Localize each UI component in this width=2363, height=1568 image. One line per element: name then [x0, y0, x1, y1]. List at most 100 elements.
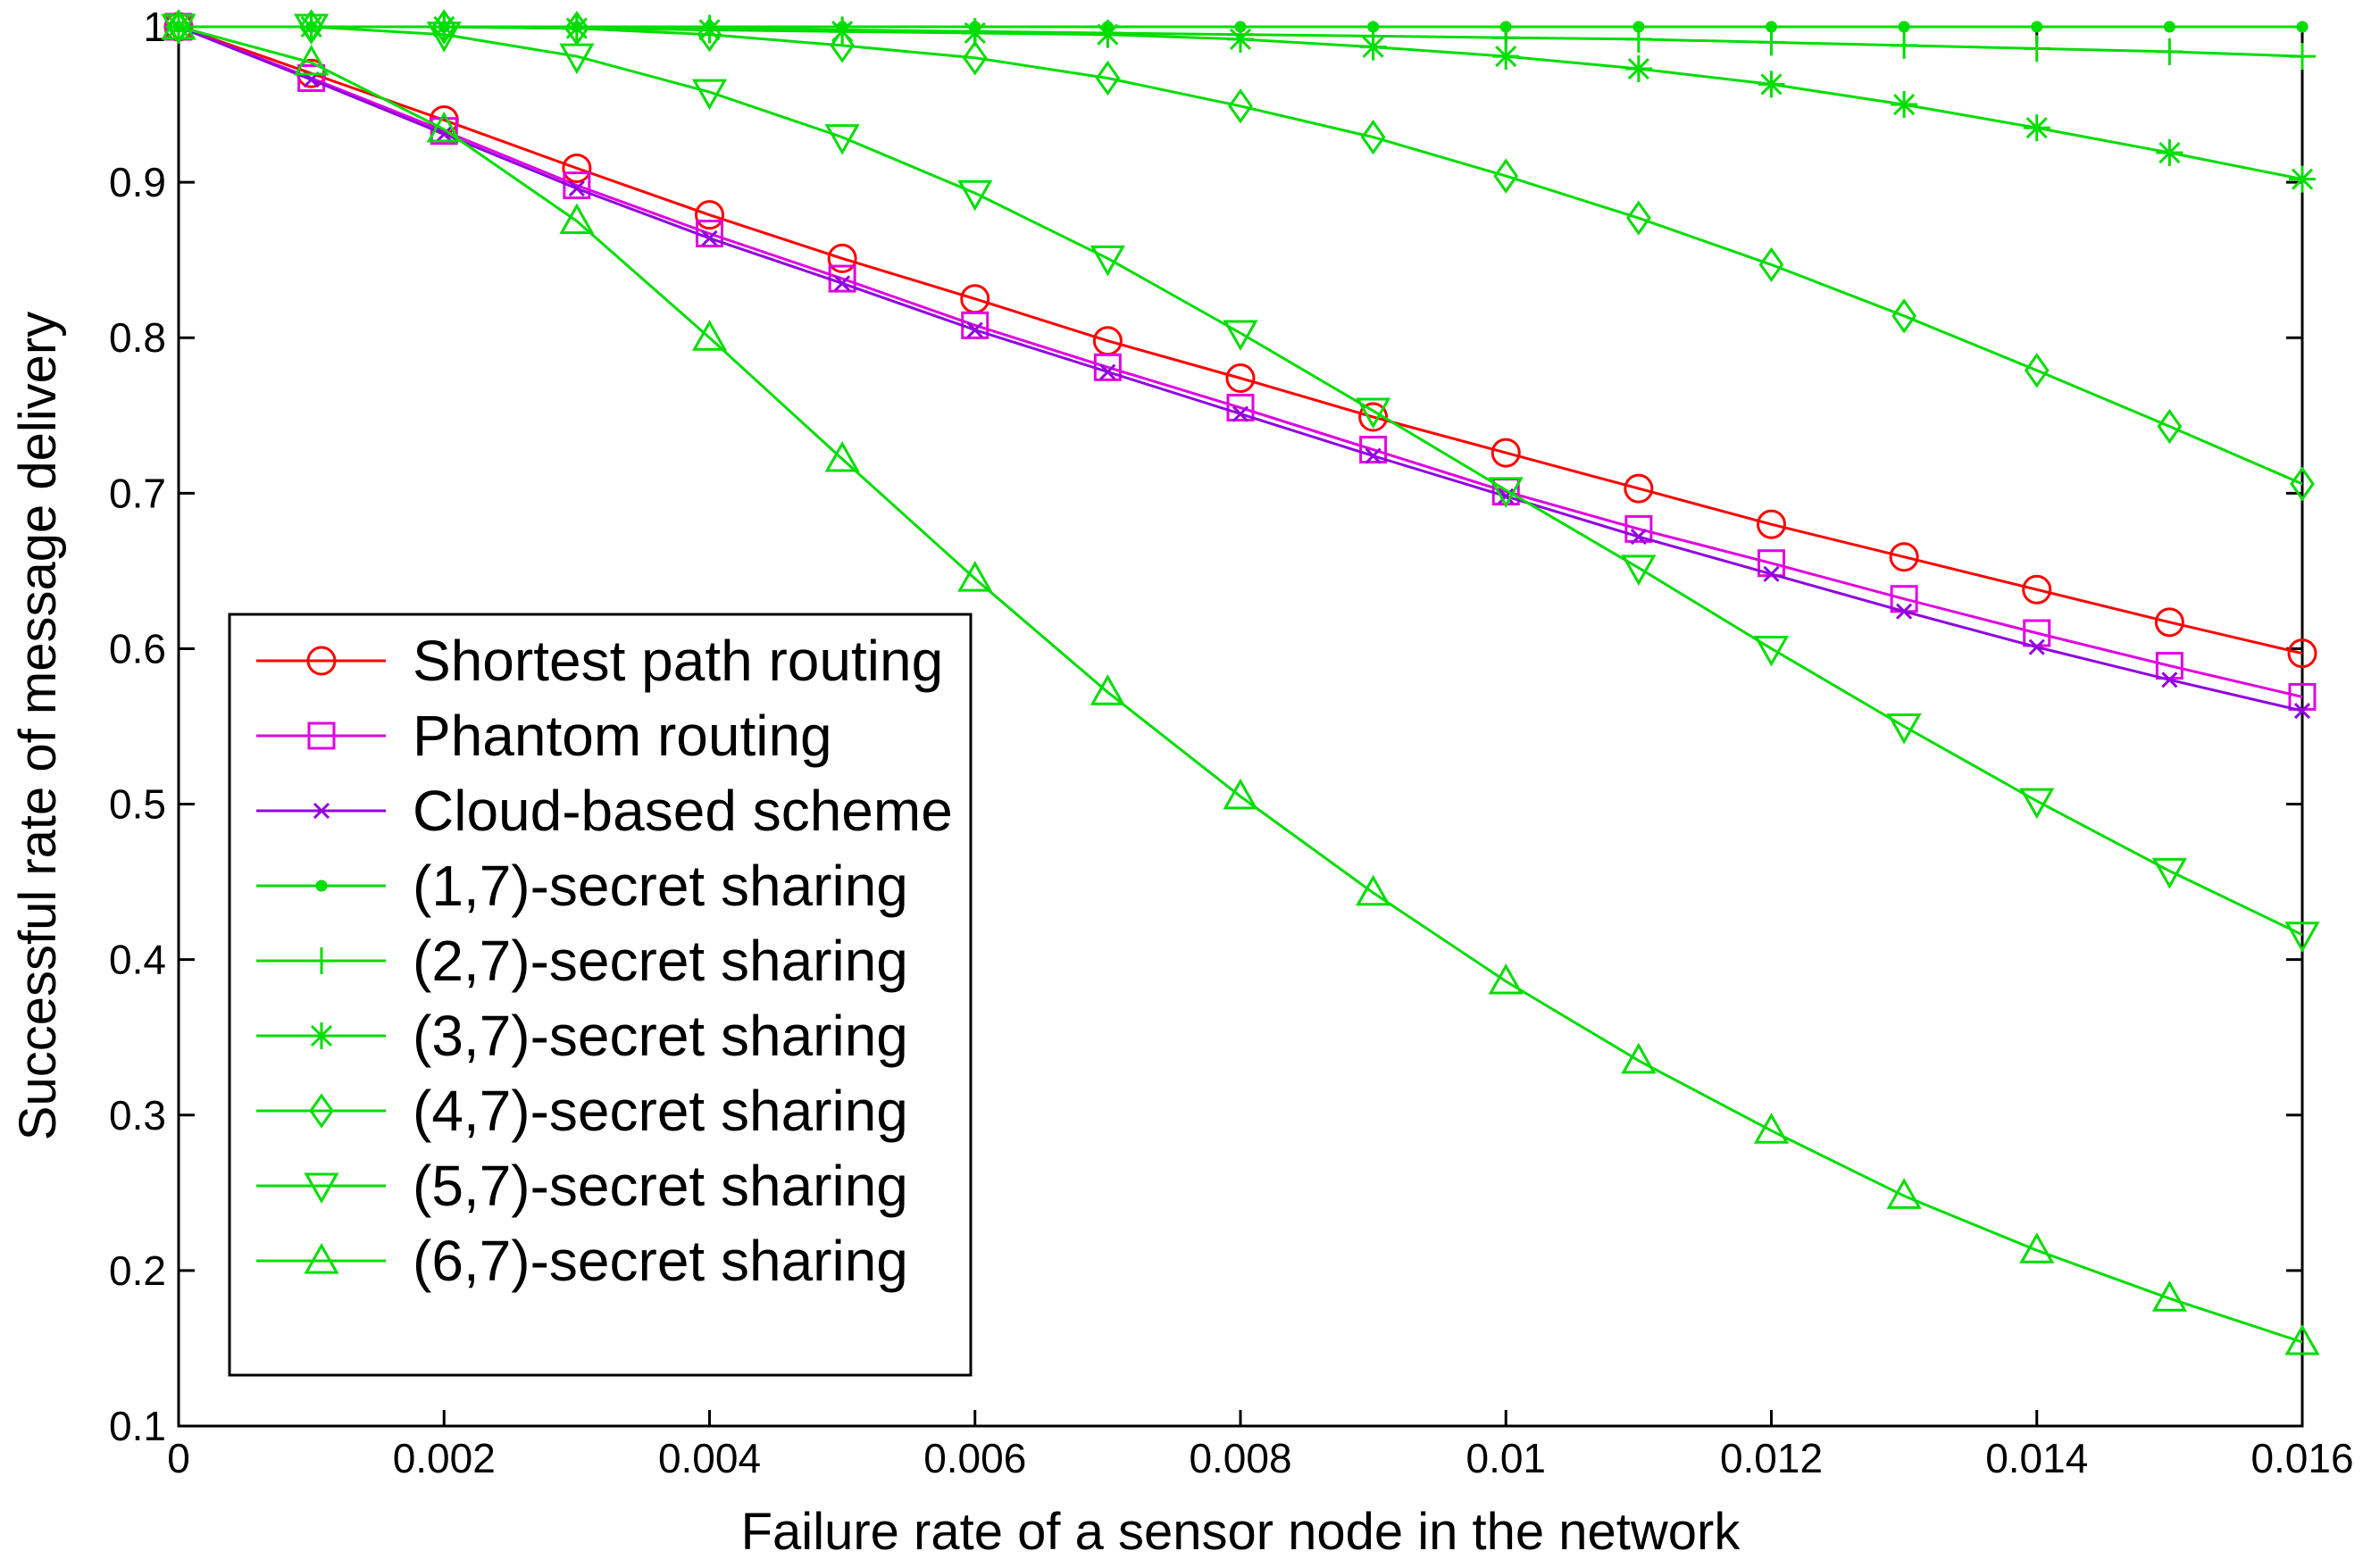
- data-point-marker: [559, 203, 595, 235]
- data-point-marker: [2296, 21, 2309, 33]
- data-point-marker: [1356, 874, 1391, 906]
- data-point-marker: [1356, 397, 1391, 430]
- data-point-marker: [827, 243, 857, 273]
- legend-marker: [304, 1242, 339, 1274]
- data-point-marker: [1758, 71, 1785, 98]
- data-point-marker: [1758, 246, 1784, 282]
- data-point-marker: [436, 126, 453, 143]
- legend-marker: [308, 1022, 335, 1049]
- data-point-marker: [2031, 21, 2043, 33]
- series-line: [178, 25, 2303, 1344]
- data-point-marker: [1621, 1042, 1657, 1074]
- data-point-marker: [1891, 91, 1918, 119]
- data-point-marker: [957, 561, 993, 592]
- data-point-marker: [824, 124, 860, 155]
- data-point-marker: [1624, 473, 1654, 504]
- data-point-marker: [2019, 1232, 2055, 1264]
- data-point-marker: [701, 229, 718, 246]
- data-point-marker: [2023, 114, 2050, 142]
- data-point-marker: [1228, 88, 1253, 124]
- legend-entries: Shortest path routing Phantom routing Clou…: [256, 629, 953, 1293]
- data-point-marker: [2156, 38, 2183, 65]
- y-tick-label: 0.7: [109, 470, 166, 516]
- series-line: [179, 25, 2303, 937]
- data-point-marker: [1090, 674, 1125, 705]
- data-point-marker: [1223, 320, 1258, 352]
- data-point-marker: [691, 79, 728, 111]
- x-tick-label: 0.002: [393, 1435, 496, 1481]
- x-tick-label: 0: [167, 1435, 190, 1481]
- x-axis-title: Failure rate of a sensor node in the net…: [741, 1503, 1741, 1561]
- data-point-marker: [2151, 1280, 2187, 1312]
- data-point-marker: [1630, 529, 1647, 546]
- legend-entry: (5,7)-secret sharing: [256, 1154, 908, 1218]
- data-point-marker: [161, 8, 196, 40]
- legend-entry: (4,7)-secret sharing: [256, 1079, 908, 1143]
- y-tick-label: 1: [143, 4, 166, 50]
- data-point-marker: [1359, 436, 1388, 464]
- data-point-marker: [1232, 405, 1249, 422]
- data-point-marker: [1360, 120, 1386, 155]
- data-point-marker: [1090, 245, 1125, 277]
- data-point-marker: [2287, 638, 2317, 669]
- series-8: [161, 8, 2320, 1355]
- data-point-marker: [1488, 963, 1524, 995]
- data-point-marker: [294, 45, 330, 76]
- data-point-marker: [1488, 477, 1524, 508]
- x-tick-label: 0.014: [1985, 1435, 2088, 1481]
- data-point-marker: [2024, 353, 2050, 388]
- data-point-marker: [834, 275, 851, 292]
- data-point-marker: [2023, 35, 2050, 63]
- data-point-marker: [563, 171, 591, 200]
- legend-marker: [315, 880, 328, 892]
- series-line: [178, 25, 2303, 698]
- x-tick-label: 0.016: [2250, 1435, 2353, 1481]
- data-point-marker: [696, 16, 723, 44]
- data-point-marker: [1626, 200, 1651, 236]
- legend-entry: (2,7)-secret sharing: [256, 929, 908, 993]
- x-tick-label: 0.012: [1720, 1435, 1823, 1481]
- y-tick-label: 0.3: [109, 1092, 166, 1138]
- y-tick-label: 0.1: [109, 1403, 166, 1449]
- y-tick-label: 0.4: [109, 937, 166, 983]
- x-tick-label: 0.01: [1465, 1435, 1546, 1481]
- data-point-marker: [1624, 55, 1652, 83]
- series-line: [179, 25, 2303, 486]
- data-point-marker: [695, 200, 724, 230]
- legend-label: (6,7)-secret sharing: [413, 1229, 908, 1293]
- data-point-marker: [1359, 33, 1387, 61]
- data-point-marker: [1099, 363, 1116, 380]
- data-point-marker: [559, 43, 595, 75]
- data-point-marker: [2284, 922, 2320, 953]
- data-point-marker: [294, 13, 330, 46]
- data-point-marker: [1492, 43, 1520, 71]
- y-tick-label: 0.6: [109, 625, 166, 671]
- data-point-marker: [2019, 788, 2055, 820]
- y-tick-label: 0.8: [109, 314, 166, 361]
- y-axis-title: Successful rate of message delivery: [9, 312, 67, 1140]
- data-point-marker: [426, 111, 462, 143]
- data-point-marker: [2161, 671, 2178, 688]
- data-point-marker: [1095, 60, 1121, 96]
- legend-label: Cloud-based scheme: [413, 779, 953, 843]
- data-point-marker: [1358, 402, 1389, 432]
- data-point-marker: [962, 40, 988, 76]
- legend-label: (5,7)-secret sharing: [413, 1154, 908, 1218]
- data-point-marker: [1624, 514, 1653, 543]
- legend-label: Shortest path routing: [413, 629, 943, 693]
- series-7: [161, 13, 2320, 953]
- legend-marker: [307, 721, 336, 750]
- data-point-marker: [2157, 408, 2183, 445]
- data-point-marker: [2154, 607, 2184, 638]
- x-tick-label: 0.006: [923, 1435, 1026, 1481]
- legend-entry: Phantom routing: [256, 704, 832, 768]
- legend-box: [228, 613, 973, 1377]
- data-point-marker: [2022, 574, 2052, 605]
- data-point-marker: [1763, 565, 1780, 582]
- legend-entry: Shortest path routing: [256, 629, 943, 693]
- data-point-marker: [426, 21, 462, 53]
- data-point-marker: [2289, 165, 2316, 193]
- data-point-marker: [1757, 509, 1786, 539]
